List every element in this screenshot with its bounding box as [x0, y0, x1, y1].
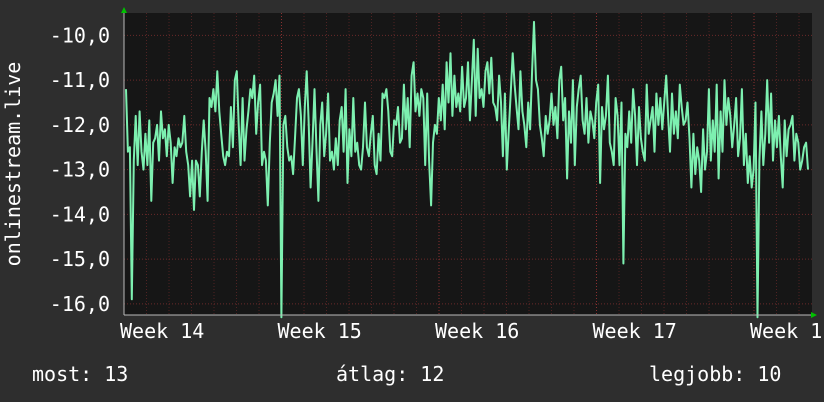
y-tick-label: -16,0	[50, 292, 110, 316]
axes	[121, 7, 817, 318]
x-tick-labels: Week 14 Week 15 Week 16 Week 17 Week 1	[120, 319, 822, 343]
y-tick-labels: -10,0 -11,0 -12,0 -13,0 -14,0 -15,0 -16,0	[50, 23, 110, 315]
y-axis-arrow	[121, 7, 127, 13]
stat-best: legjobb: 10	[649, 362, 782, 386]
stat-current: most: 13	[32, 362, 129, 386]
y-tick-label: -15,0	[50, 247, 110, 271]
y-tick-label: -11,0	[50, 68, 110, 92]
x-tick-label: Week 14	[120, 319, 204, 343]
series-line	[125, 20, 809, 319]
y-tick-label: -10,0	[50, 23, 110, 47]
y-tick-label: -14,0	[50, 202, 110, 226]
stat-average: átlag: 12	[336, 362, 445, 386]
y-axis-label: onlinestream.live	[1, 62, 25, 267]
x-tick-label: Week 16	[435, 319, 519, 343]
y-tick-label: -13,0	[50, 158, 110, 182]
x-tick-label: Week 17	[593, 319, 677, 343]
x-tick-label: Week 1	[750, 319, 822, 343]
y-tick-label: -12,0	[50, 113, 110, 137]
x-tick-label: Week 15	[278, 319, 362, 343]
x-axis-arrow	[811, 312, 817, 318]
